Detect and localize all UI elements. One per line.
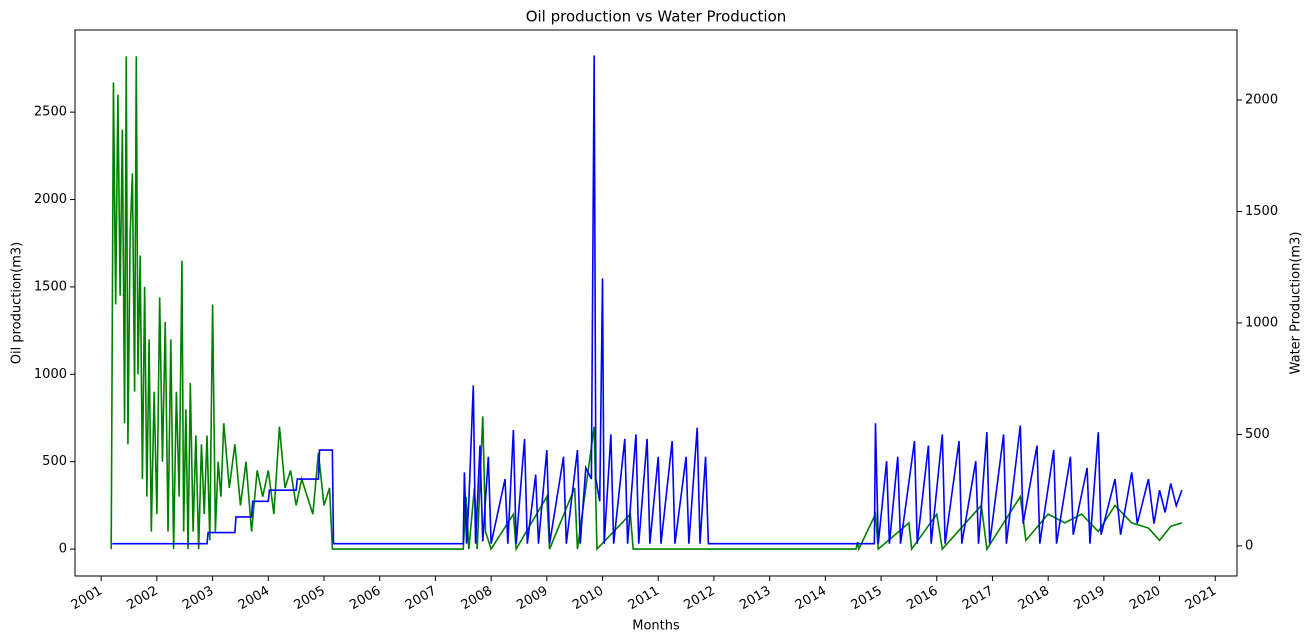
y2-tick-label: 500: [1245, 427, 1270, 442]
y-tick-label: 0: [59, 542, 67, 557]
x-tick-label: 2013: [737, 584, 773, 614]
x-tick-label: 2012: [682, 584, 718, 614]
chart-title: Oil production vs Water Production: [526, 8, 787, 26]
y-tick-label: 2500: [34, 105, 67, 120]
x-tick-label: 2016: [904, 584, 940, 614]
y2-tick-label: 2000: [1245, 93, 1278, 108]
x-tick-label: 2020: [1127, 584, 1163, 614]
x-tick-label: 2011: [626, 584, 662, 614]
x-tick-label: 2005: [292, 584, 328, 614]
x-tick-label: 2009: [514, 584, 550, 614]
y-tick-label: 1000: [34, 367, 67, 382]
x-tick-label: 2008: [459, 584, 495, 614]
x-tick-label: 2010: [570, 584, 606, 614]
x-tick-label: 2001: [69, 584, 105, 614]
x-tick-label: 2003: [180, 584, 216, 614]
x-tick-label: 2015: [849, 584, 885, 614]
x-tick-label: 2019: [1071, 584, 1107, 614]
x-tick-label: 2021: [1183, 584, 1219, 614]
y-tick-label: 1500: [34, 279, 67, 294]
plot-frame: [74, 29, 1238, 577]
x-tick-label: 2017: [960, 584, 996, 614]
y2-axis-label: Water Production(m3): [1289, 232, 1304, 375]
x-axis-label: Months: [632, 619, 680, 634]
y2-tick-label: 1500: [1245, 204, 1278, 219]
x-tick-label: 2014: [793, 584, 829, 614]
x-tick-label: 2018: [1016, 584, 1052, 614]
data-line: [110, 56, 1183, 552]
data-line: [112, 55, 1183, 545]
y2-tick-label: 0: [1245, 538, 1253, 553]
x-tick-label: 2006: [347, 584, 383, 614]
y-tick-label: 2000: [34, 192, 67, 207]
y-axis-label: Oil production(m3): [10, 242, 25, 364]
y-tick-label: 500: [42, 454, 67, 469]
y2-tick-label: 1000: [1245, 315, 1278, 330]
x-tick-label: 2002: [124, 584, 160, 614]
x-tick-label: 2007: [403, 584, 439, 614]
x-tick-label: 2004: [236, 584, 272, 614]
